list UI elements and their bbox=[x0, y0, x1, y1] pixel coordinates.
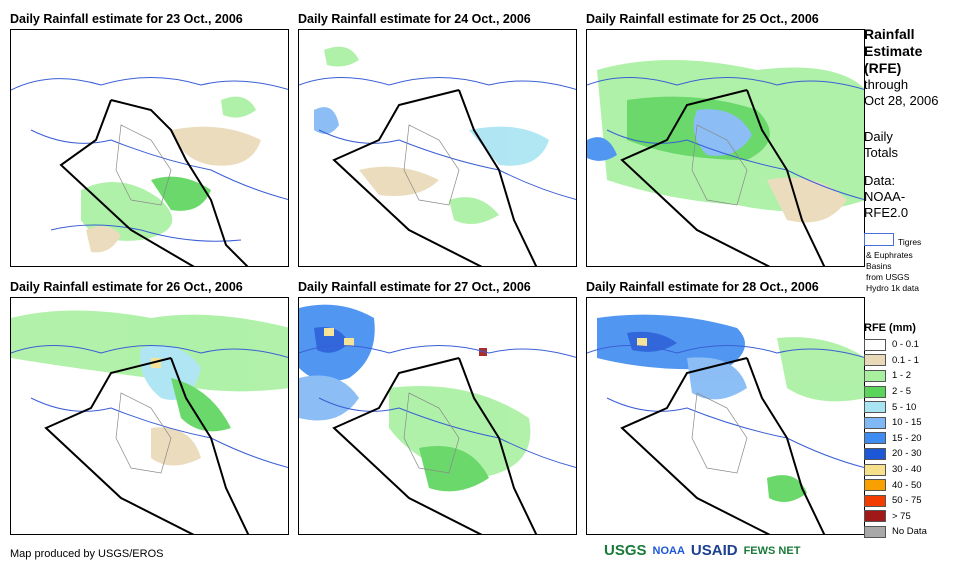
side-title-line3: (RFE) bbox=[864, 60, 902, 76]
legend-label: 20 - 30 bbox=[892, 448, 922, 460]
noaa-logo: NOAA bbox=[652, 544, 685, 557]
usaid-logo: USAID bbox=[690, 542, 738, 559]
legend-label: 40 - 50 bbox=[892, 479, 922, 491]
legend-item: 2 - 5 bbox=[864, 384, 927, 400]
basin-line2: & Euphrates bbox=[866, 250, 913, 260]
legend-label: 50 - 75 bbox=[892, 495, 922, 507]
legend-label: 5 - 10 bbox=[892, 401, 917, 413]
legend-swatch bbox=[864, 369, 886, 382]
legend-swatch bbox=[864, 354, 886, 367]
legend-swatch bbox=[864, 385, 886, 398]
legend-swatch bbox=[864, 463, 886, 476]
legend-swatch bbox=[864, 401, 886, 414]
legend-label: 10 - 15 bbox=[892, 417, 922, 429]
legend-swatch bbox=[864, 494, 886, 507]
map-graphic bbox=[299, 46, 576, 266]
legend-swatch bbox=[864, 479, 886, 492]
logo-strip: USGS NOAA USAID FEWS NET bbox=[604, 542, 800, 559]
map-graphic bbox=[587, 60, 864, 266]
legend-label: 15 - 20 bbox=[892, 432, 922, 444]
panel-title-3: Daily Rainfall estimate for 25 Oct., 200… bbox=[586, 12, 819, 26]
panel-title-5: Daily Rainfall estimate for 27 Oct., 200… bbox=[298, 280, 531, 294]
legend-item: > 75 bbox=[864, 509, 927, 525]
rfe-legend: RFE (mm) 0 - 0.1 0.1 - 1 1 - 2 2 - 5 5 - 10 1… bbox=[864, 322, 927, 540]
panel-title-6: Daily Rainfall estimate for 28 Oct., 200… bbox=[586, 280, 819, 294]
legend-item: 1 - 2 bbox=[864, 368, 927, 384]
legend-label: 1 - 2 bbox=[892, 370, 912, 382]
basin-line4: from USGS bbox=[866, 272, 910, 282]
usgs-logo: USGS bbox=[604, 542, 647, 559]
legend-label: 30 - 40 bbox=[892, 464, 922, 476]
legend-label: 0.1 - 1 bbox=[892, 354, 919, 366]
legend-item: 5 - 10 bbox=[864, 399, 927, 415]
legend-item: No Data bbox=[864, 524, 927, 540]
panel-title-2: Daily Rainfall estimate for 24 Oct., 200… bbox=[298, 12, 531, 26]
legend-swatch bbox=[864, 447, 886, 460]
basin-line5: Hydro 1k data bbox=[866, 283, 919, 293]
map-graphic bbox=[587, 314, 864, 534]
rainfall-map-26oct bbox=[10, 297, 289, 535]
side-totals: Totals bbox=[864, 145, 898, 160]
legend-swatch bbox=[864, 338, 886, 351]
legend-label: 0 - 0.1 bbox=[892, 339, 919, 351]
legend-label: 2 - 5 bbox=[892, 386, 912, 398]
legend-label: > 75 bbox=[892, 510, 911, 522]
map-graphic bbox=[11, 310, 288, 534]
rainfall-map-28oct bbox=[586, 297, 865, 535]
side-daily: Daily bbox=[864, 129, 893, 144]
side-source2: RFE2.0 bbox=[864, 205, 909, 220]
map-graphic bbox=[11, 77, 288, 266]
basin-swatch bbox=[864, 233, 894, 246]
legend-item: 20 - 30 bbox=[864, 446, 927, 462]
legend-item: 0 - 0.1 bbox=[864, 337, 927, 353]
side-data-label: Data: bbox=[864, 173, 896, 188]
rainfall-map-23oct bbox=[10, 29, 289, 267]
credit-text: Map produced by USGS/EROS bbox=[10, 548, 164, 560]
legend-swatch bbox=[864, 525, 886, 538]
legend-item: 10 - 15 bbox=[864, 415, 927, 431]
side-date: Oct 28, 2006 bbox=[864, 93, 939, 108]
legend-item: 15 - 20 bbox=[864, 431, 927, 447]
legend-label: No Data bbox=[892, 526, 927, 538]
side-period: Daily Totals bbox=[864, 129, 898, 161]
legend-item: 30 - 40 bbox=[864, 462, 927, 478]
basin-line1: Tigres bbox=[898, 237, 922, 247]
side-source1: NOAA- bbox=[864, 189, 906, 204]
legend-swatch bbox=[864, 416, 886, 429]
side-title-line1: Rainfall bbox=[864, 26, 915, 42]
legend-swatch bbox=[864, 510, 886, 523]
basin-line3: Basins bbox=[866, 261, 892, 271]
rainfall-map-27oct bbox=[298, 297, 577, 535]
basin-lines: & Euphrates Basins from USGS Hydro 1k da… bbox=[866, 250, 919, 294]
legend-item: 0.1 - 1 bbox=[864, 353, 927, 369]
side-data-source: Data: NOAA- RFE2.0 bbox=[864, 173, 908, 221]
legend-item: 50 - 75 bbox=[864, 493, 927, 509]
side-title: Rainfall Estimate (RFE) through Oct 28, … bbox=[864, 26, 938, 109]
rainfall-map-25oct bbox=[586, 29, 865, 267]
legend-swatch bbox=[864, 432, 886, 445]
legend-title: RFE (mm) bbox=[864, 322, 916, 334]
panel-title-4: Daily Rainfall estimate for 26 Oct., 200… bbox=[10, 280, 243, 294]
legend-rows: 0 - 0.1 0.1 - 1 1 - 2 2 - 5 5 - 10 10 - 15 15 … bbox=[864, 337, 927, 540]
map-graphic bbox=[299, 304, 576, 534]
fewsnet-logo: FEWS NET bbox=[743, 544, 801, 557]
panel-title-1: Daily Rainfall estimate for 23 Oct., 200… bbox=[10, 12, 243, 26]
side-title-line2: Estimate bbox=[864, 43, 923, 59]
rainfall-map-24oct bbox=[298, 29, 577, 267]
side-through: through bbox=[864, 77, 909, 92]
legend-item: 40 - 50 bbox=[864, 477, 927, 493]
